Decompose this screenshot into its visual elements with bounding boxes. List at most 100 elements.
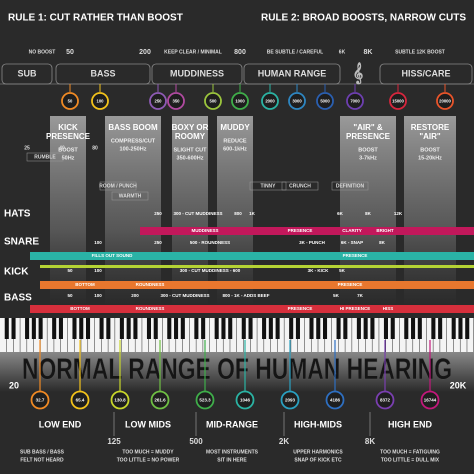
note-label: 1046 [240,398,251,403]
band-label: 100 [94,293,102,298]
white-key [243,318,251,352]
freq-circle [389,92,407,110]
black-key [167,318,172,339]
white-key [155,318,163,352]
black-key [356,318,361,339]
scale-label: SUBTLE 12K BOOST [395,49,445,55]
white-key [270,318,278,352]
pillar-action: REDUCE [223,138,247,144]
black-key [194,318,199,339]
band-desc: MOST INSTRUMENTS [206,449,259,455]
pillar-title: KICK [58,123,78,132]
white-key [291,318,298,352]
scale-label: NO BOOST [29,49,56,55]
black-key [431,318,436,339]
scale-label: KEEP CLEAR / MINIMAL [164,49,222,55]
black-key [289,318,294,339]
band-label: 50 [67,268,73,273]
scale-label: 80 [92,145,98,151]
freq-circle [316,92,334,110]
black-key [465,318,470,339]
freq-circle [231,92,249,110]
band-edge: 8K [365,437,375,446]
band-label: 5K [339,268,346,273]
note-circle [375,390,395,410]
band-label: 7K [357,293,364,298]
scale-label: 800 [234,49,246,56]
black-key [383,318,389,339]
pillar-action: BOOST [420,147,440,153]
pillar-range: 15-20kHz [418,155,442,161]
white-key [47,318,54,352]
note-circle [30,390,50,410]
scale-label: CRUNCH [289,183,311,189]
band-label: 6K [337,211,344,216]
scale-label: 25 [24,145,30,151]
band-label: PRESENCE [288,228,313,233]
white-key [467,318,474,352]
black-key [52,318,57,339]
white-key [20,318,27,352]
pillar-title: ROOMY [175,132,206,141]
range-bracket [379,63,473,85]
range-bracket [243,63,341,85]
pillar-range: 50Hz [62,155,75,161]
white-key [223,318,230,352]
pillar-range: 600-1kHz [223,146,247,152]
band-label: 8K [379,240,386,245]
pillar [172,116,208,306]
white-key [379,318,386,352]
hearing-backdrop [0,352,474,392]
white-key [128,318,135,352]
band-name: HIGH-MIDS [294,419,342,429]
white-key [108,318,115,352]
pillar-title: "AIR" & [353,123,383,132]
black-key [316,318,321,339]
black-key [153,318,158,339]
white-key [352,318,359,352]
freq-circle [288,92,306,110]
band-label: 5K [333,293,340,298]
band-name: LOW MIDS [125,419,171,429]
pillar-title: "AIR" [419,132,441,141]
range-bracket [1,63,53,85]
range-label: MUDDINESS [170,68,224,78]
white-key [0,318,7,352]
band-label: 100 [94,268,102,273]
white-key [216,318,223,352]
band-label: 800 [234,211,242,216]
note-label: 32.7 [36,398,45,403]
range-label: BASS [90,68,115,78]
white-key [365,318,372,352]
band-name: LOW END [39,419,82,429]
pillar-title: MUDDY [220,123,250,132]
pillar [50,116,86,306]
tag [249,181,287,191]
tag [26,152,64,162]
black-key [38,318,43,339]
white-key [13,318,20,352]
white-key [196,318,203,352]
band-label: FILLS OUT SOUND [92,253,133,258]
pillar-action: COMPRESS/CUT [111,138,156,144]
band-label: 6K - SNAP [341,240,363,245]
scale-label: WARMTH [119,193,142,199]
freq-circle [61,92,79,110]
white-key [426,318,433,352]
pillar-action: BOOST [58,147,78,153]
hearing-title: NORMAL RANGE OF HUMAN HEARING [22,353,452,386]
note-label: 65.4 [76,398,85,403]
band-label: 100 [94,240,102,245]
freq-circle [167,92,185,110]
instrument-name: HATS [4,209,31,220]
black-key [180,318,185,339]
note-circle [420,390,440,410]
black-key [228,318,233,339]
white-key [94,318,102,352]
black-key [438,318,443,339]
white-key [81,318,88,352]
white-key [169,318,176,352]
note-label: 2093 [285,398,296,403]
black-key [417,318,422,339]
